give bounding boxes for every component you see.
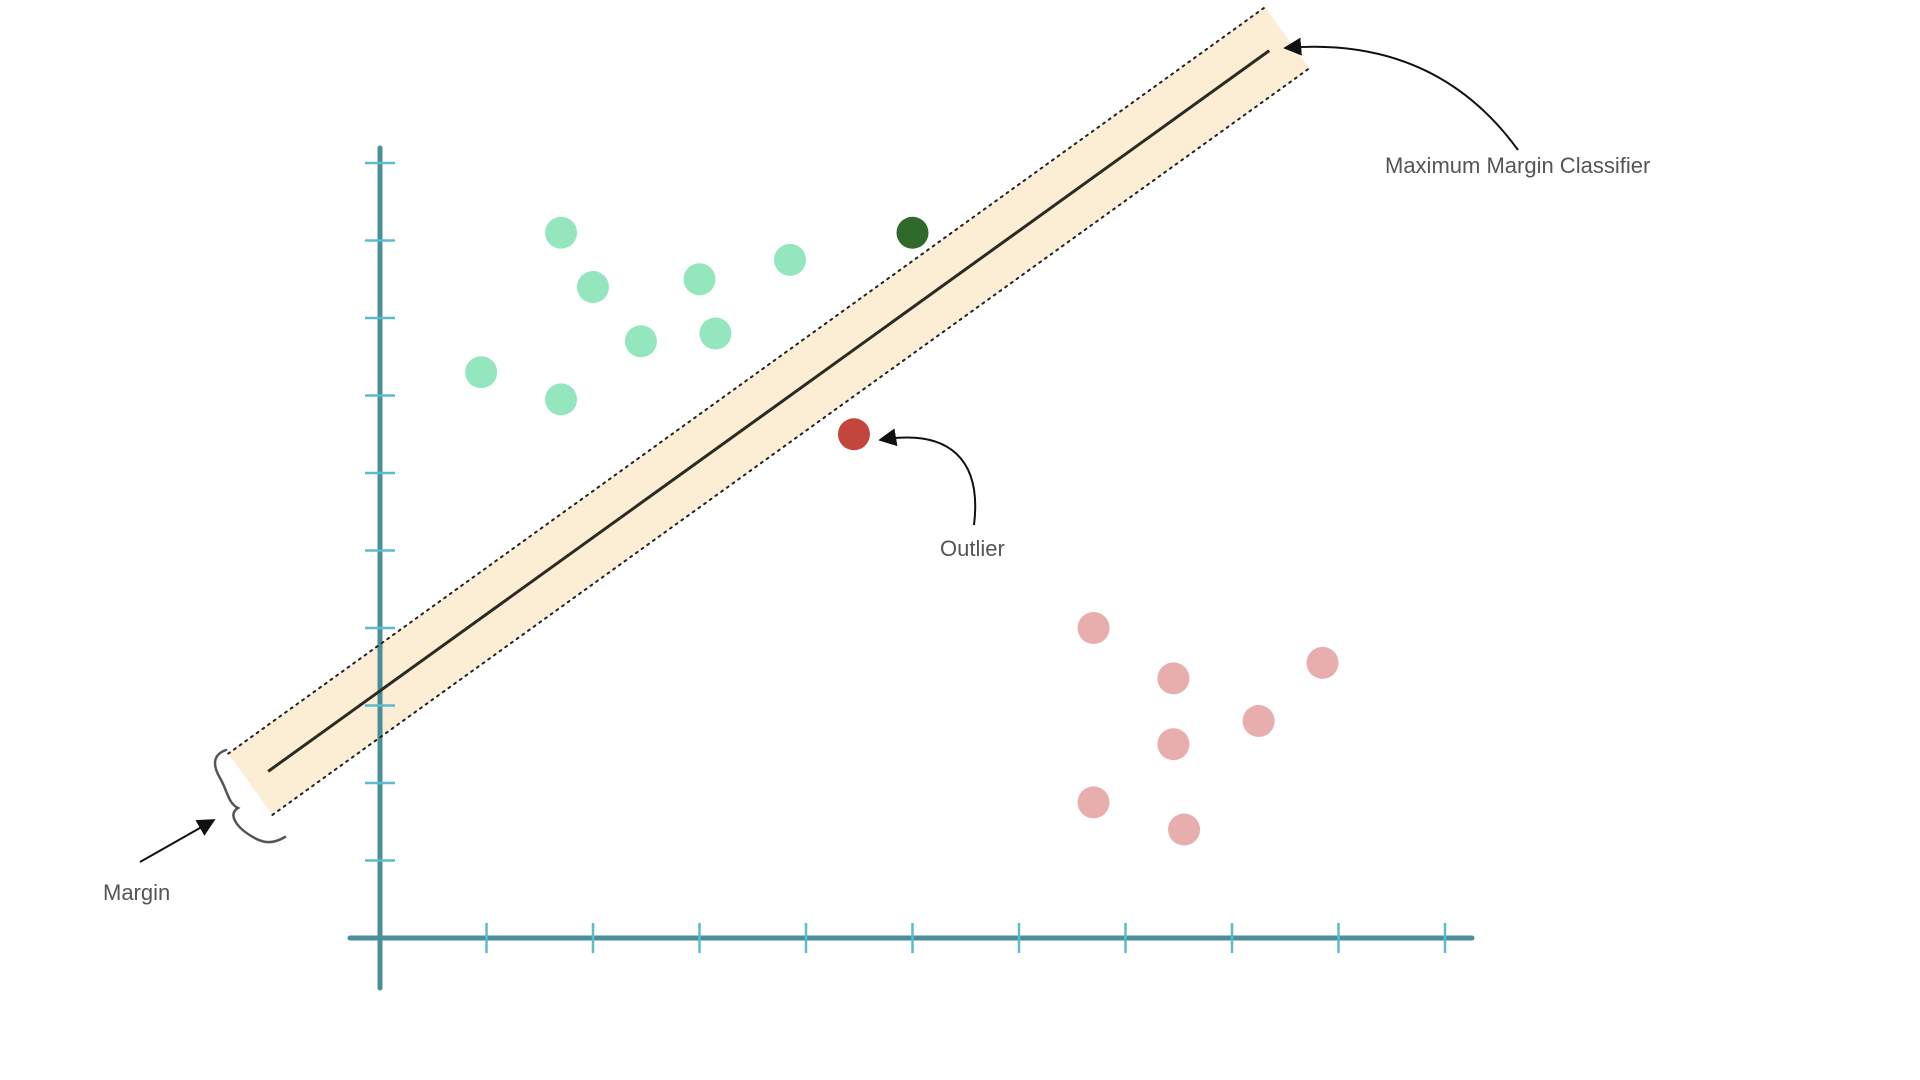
- class-b-point: [1077, 786, 1110, 819]
- class-a-point: [545, 216, 578, 249]
- class-a-point: [545, 383, 578, 416]
- class-b-point: [1242, 705, 1275, 737]
- data-points: [465, 216, 1339, 846]
- class-b-point: [1306, 646, 1339, 679]
- margin-brace: [213, 748, 287, 844]
- axes: [347, 145, 1475, 991]
- outlier-label: Outlier: [940, 536, 1005, 561]
- margin-arrow: [139, 819, 216, 863]
- axis-ticks: [365, 161, 1447, 953]
- margin-label: Margin: [103, 880, 170, 905]
- outlier-arrow: [878, 428, 977, 526]
- outlier-point: [837, 418, 870, 451]
- annotations: Maximum Margin Classifier Outlier Margin: [103, 37, 1650, 905]
- margin-boundary-upper: [271, 67, 1311, 816]
- class-b-point: [1077, 612, 1110, 644]
- class-a-point: [465, 356, 498, 389]
- support-vector-point: [896, 216, 929, 249]
- margin-boundary-lower: [227, 6, 1267, 755]
- classifier-line: [267, 49, 1271, 773]
- classifier-layer: [227, 6, 1311, 816]
- class-b-point: [1157, 662, 1190, 695]
- class-a-point: [774, 243, 807, 276]
- class-a-point: [624, 325, 657, 358]
- class-a-point: [699, 317, 732, 350]
- class-b-point: [1157, 728, 1190, 761]
- classifier-arrow: [1283, 37, 1519, 151]
- class-a-point: [683, 263, 716, 296]
- class-a-point: [577, 271, 609, 303]
- class-b-point: [1168, 813, 1201, 846]
- classifier-label: Maximum Margin Classifier: [1385, 153, 1650, 178]
